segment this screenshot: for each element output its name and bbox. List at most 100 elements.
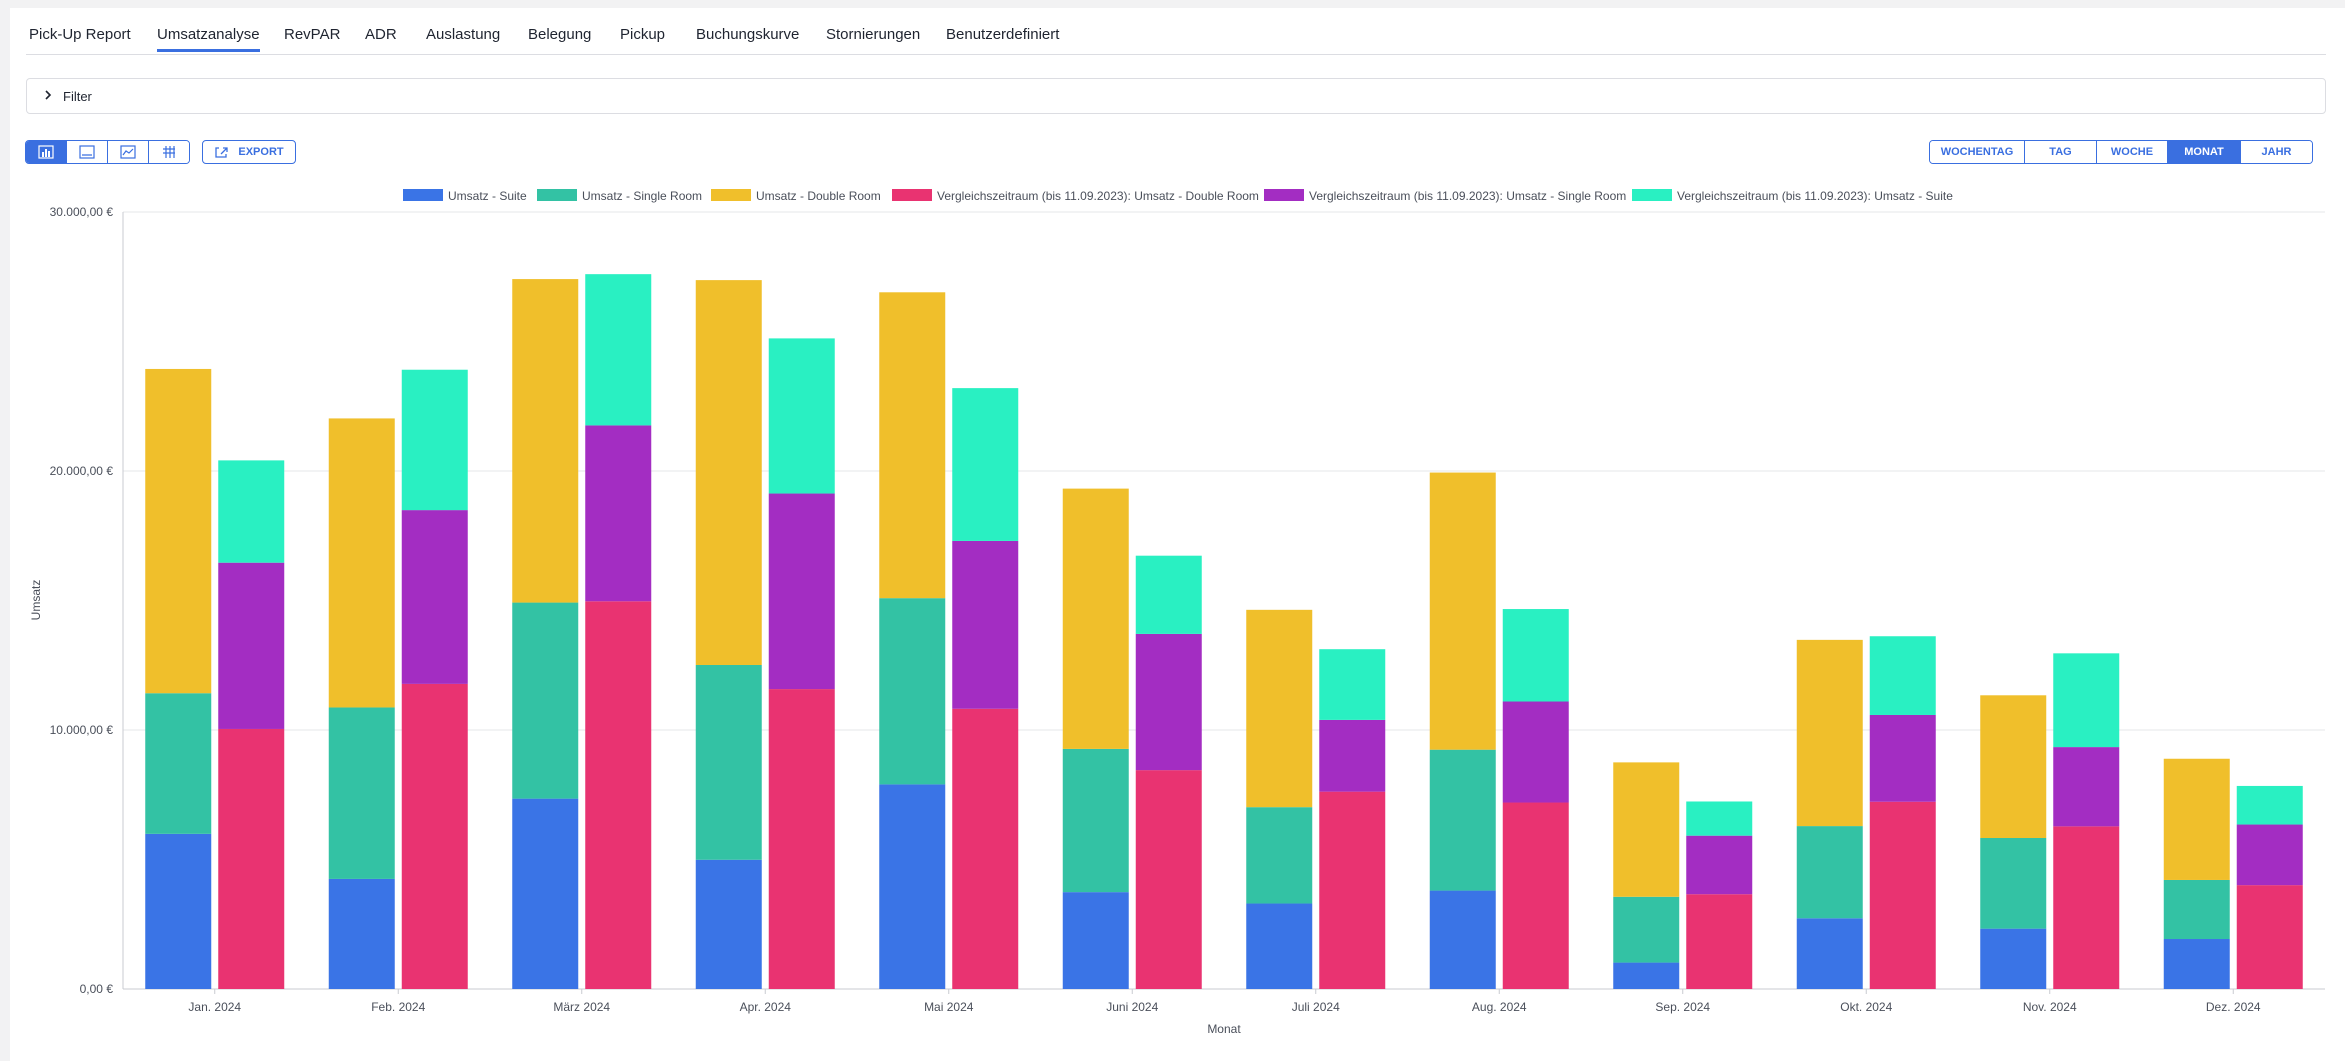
bar-segment [1319,719,1386,792]
bar-segment [2163,879,2230,940]
tab-buchungskurve[interactable]: Buchungskurve [696,26,800,43]
bar-segment [401,683,468,989]
line-chart-view-button[interactable] [67,141,108,163]
bar-segment [1429,890,1496,989]
x-tick-label: März 2024 [553,1000,610,1014]
y-tick-label: 10.000,00 € [50,723,114,737]
bar-segment [879,292,946,599]
period-button-monat[interactable]: MONAT [2168,141,2241,163]
legend-label: Vergleichszeitraum (bis 11.09.2023): Ums… [1677,189,1953,203]
legend-swatch [1264,189,1304,201]
bar-segment [1246,903,1313,989]
bar-segment [1796,826,1863,919]
bar-segment [1686,801,1753,836]
bar-segment [952,540,1019,709]
period-button-wochentag[interactable]: WOCHENTAG [1930,141,2025,163]
x-axis-title: Monat [1207,1022,1241,1036]
legend-label: Vergleichszeitraum (bis 11.09.2023): Ums… [937,189,1259,203]
bar-segment [585,425,652,602]
filter-panel-toggle[interactable]: Filter [26,78,2326,114]
bar-chart-icon [38,145,54,159]
bar-segment [1429,749,1496,891]
export-button[interactable]: EXPORT [202,140,296,164]
bar-segment [145,833,212,989]
tab-pick-up-report[interactable]: Pick-Up Report [29,26,131,43]
tab-benutzerdefiniert[interactable]: Benutzerdefiniert [946,26,1060,43]
period-button-woche[interactable]: WOCHE [2097,141,2168,163]
bar-segment [2053,747,2120,827]
x-tick-label: Apr. 2024 [740,1000,792,1014]
bar-segment [1429,472,1496,750]
bar-segment [1980,838,2047,929]
x-tick-label: Mai 2024 [924,1000,974,1014]
tab-revpar[interactable]: RevPAR [284,26,341,43]
legend-swatch [711,189,751,201]
tab-umsatzanalyse[interactable]: Umsatzanalyse [157,26,260,52]
bar-segment [512,602,579,799]
bar-segment [2236,785,2303,825]
bar-segment [2163,758,2230,880]
report-tabs: Pick-Up Report Umsatzanalyse RevPAR ADR … [26,18,2326,55]
bar-segment [512,798,579,989]
bar-segment [2053,653,2120,748]
bar-segment [2236,824,2303,886]
bar-segment [401,369,468,511]
tab-belegung[interactable]: Belegung [528,26,592,43]
area-chart-view-button[interactable] [108,141,149,163]
bar-segment [512,279,579,603]
x-tick-label: Dez. 2024 [2206,1000,2261,1014]
tab-pickup[interactable]: Pickup [620,26,666,43]
bar-segment [1135,633,1202,771]
bar-chart-view-button[interactable] [26,141,67,163]
bar-segment [768,689,835,989]
bar-segment [1613,896,1680,963]
bar-segment [1613,762,1680,897]
bar-segment [1502,701,1569,803]
bar-segment [1796,639,1863,827]
bar-segment [1869,714,1936,802]
bar-segment [1869,636,1936,715]
bar-segment [1246,609,1313,808]
bar-segment [1980,695,2047,839]
table-view-button[interactable] [149,141,189,163]
bar-segment [145,693,212,834]
bar-segment [879,784,946,989]
tab-adr[interactable]: ADR [365,26,397,43]
bar-segment [585,601,652,989]
bar-segment [401,510,468,684]
x-tick-label: Sep. 2024 [1655,1000,1710,1014]
bar-segment [1686,894,1753,989]
tab-auslastung[interactable]: Auslastung [426,26,501,43]
bar-segment [879,598,946,785]
bar-segment [1613,962,1680,989]
bar-segment [2163,939,2230,989]
bar-segment [695,859,762,989]
period-button-jahr[interactable]: JAHR [2241,141,2312,163]
bar-segment [1319,791,1386,989]
period-button-tag[interactable]: TAG [2025,141,2097,163]
x-tick-label: Juli 2024 [1292,1000,1340,1014]
bar-segment [768,493,835,690]
legend-swatch [892,189,932,201]
filter-label: Filter [63,89,92,104]
y-tick-label: 20.000,00 € [50,464,114,478]
chart-type-toggle [25,140,190,164]
bar-segment [585,274,652,426]
legend-label: Umsatz - Suite [448,189,527,203]
bar-segment [1502,609,1569,702]
table-icon [163,146,175,158]
tab-stornierungen[interactable]: Stornierungen [826,26,921,43]
bar-segment [1135,770,1202,989]
period-selector: WOCHENTAG TAG WOCHE MONAT JAHR [1929,140,2313,164]
export-label: EXPORT [238,146,284,158]
legend-label: Vergleichszeitraum (bis 11.09.2023): Ums… [1309,189,1626,203]
bar-segment [695,280,762,665]
bar-segment [328,418,395,708]
legend-label: Umsatz - Double Room [756,189,881,203]
bar-segment [768,338,835,494]
y-tick-label: 30.000,00 € [50,205,114,219]
x-tick-label: Feb. 2024 [371,1000,425,1014]
bar-segment [328,707,395,879]
x-tick-label: Aug. 2024 [1472,1000,1527,1014]
